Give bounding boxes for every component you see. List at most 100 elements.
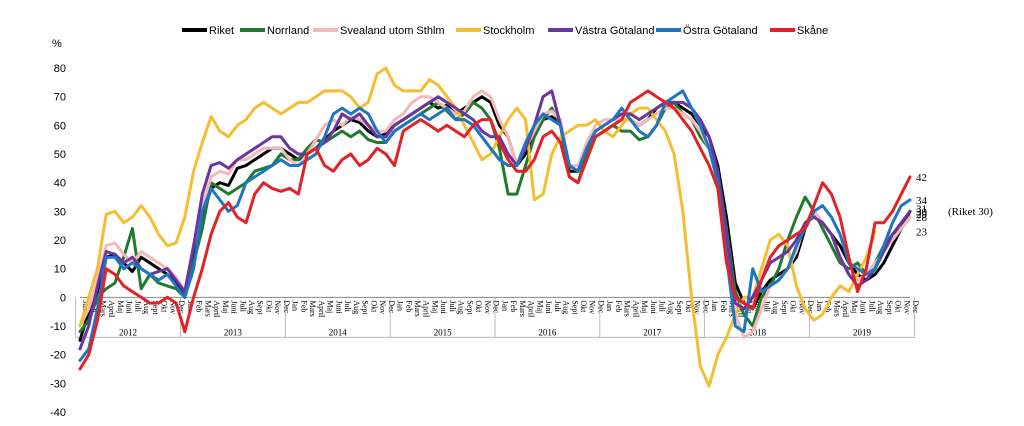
x-tick-label: Maj (221, 300, 230, 313)
x-tick-label: Sept (570, 300, 579, 315)
end-label: 31 (916, 203, 927, 215)
y-tick-label: 0 (60, 292, 66, 304)
x-tick-label: Mars (413, 300, 422, 316)
end-label: 30 (916, 206, 928, 218)
year-label: 2018 (748, 327, 767, 337)
x-tick-label: Jan (710, 300, 719, 311)
legend-label-0: Riket (209, 25, 234, 37)
x-tick-label: Nov (168, 300, 177, 314)
x-tick-label: Sept (885, 300, 894, 315)
year-label: 2017 (643, 327, 662, 337)
x-tick-label: Juli (762, 300, 771, 312)
y-unit-label: % (52, 38, 62, 50)
y-tick-label: 60 (54, 120, 66, 132)
year-label: 2016 (538, 327, 557, 337)
x-tick-label: Juli (238, 300, 247, 312)
year-label: 2014 (329, 327, 348, 337)
legend-label-5: Östra Götaland (683, 25, 758, 37)
x-tick-label: Jan (500, 300, 509, 311)
x-tick-label: Dec (387, 300, 396, 313)
x-tick-label: Juli (343, 300, 352, 312)
x-tick-label: April (841, 300, 850, 318)
end-label: 34 (916, 195, 928, 207)
x-tick-label: Maj (326, 300, 335, 313)
x-tick-label: Dec (282, 300, 291, 313)
x-tick-label: Okt (369, 300, 378, 313)
y-tick-label: -30 (50, 378, 66, 390)
x-tick-label: Feb (299, 300, 308, 312)
x-tick-label: Dec (911, 300, 920, 313)
legend-label-1: Norrland (267, 25, 309, 37)
x-tick-label: Nov (693, 300, 702, 314)
legend-label-3: Stockholm (483, 25, 534, 37)
x-tick-label: Nov (378, 300, 387, 314)
x-tick-label: Dec (806, 300, 815, 313)
series-line-4 (78, 89, 912, 351)
x-tick-label: Maj (850, 300, 859, 313)
end-label: 23 (916, 226, 928, 238)
series-line-5 (78, 89, 912, 362)
end-label: 42 (916, 172, 927, 184)
x-tick-label: April (212, 300, 221, 318)
series-line-0 (78, 95, 912, 342)
x-tick-label: Feb (614, 300, 623, 312)
x-tick-label: Aug (247, 300, 256, 314)
y-tick-label: 50 (54, 149, 66, 161)
x-tick-label: Jan (396, 300, 405, 311)
x-tick-label: Sept (151, 300, 160, 315)
x-tick-label: April (317, 300, 326, 318)
y-tick-label: 20 (54, 235, 66, 247)
x-tick-label: Okt (579, 300, 588, 313)
x-tick-label: Juli (133, 300, 142, 312)
series-line-6 (78, 89, 912, 371)
x-tick-label: Juni (649, 300, 658, 314)
y-tick-label: 10 (54, 264, 66, 276)
x-tick-label: Mars (832, 300, 841, 316)
y-tick-label: 70 (54, 92, 66, 104)
x-tick-label: Sept (256, 300, 265, 315)
x-tick-label: Juli (553, 300, 562, 312)
x-tick-label: Dec (177, 300, 186, 313)
x-tick-label: Nov (588, 300, 597, 314)
x-tick-label: Juni (859, 300, 868, 314)
x-tick-label: Okt (474, 300, 483, 313)
x-tick-label: Mars (308, 300, 317, 316)
x-tick-label: Sept (361, 300, 370, 315)
x-tick-label: Juli (448, 300, 457, 312)
x-tick-label: Juli (867, 300, 876, 312)
x-tick-label: Juni (439, 300, 448, 314)
x-tick-label: Okt (789, 300, 798, 313)
x-tick-label: Feb (404, 300, 413, 312)
legend-label-6: Skåne (797, 25, 828, 37)
x-tick-label: Juli (658, 300, 667, 312)
x-tick-label: Feb (719, 300, 728, 312)
x-tick-label: Dec (596, 300, 605, 313)
x-tick-label: Jan (815, 300, 824, 311)
series-lines (78, 66, 912, 388)
x-tick-label: Mars (203, 300, 212, 316)
legend-label-2: Svealand utom Sthlm (340, 25, 445, 37)
x-tick-label: Okt (894, 300, 903, 313)
x-tick-label: Aug (666, 300, 675, 314)
legend-label-4: Västra Götaland (575, 25, 655, 37)
x-tick-label: Mars (623, 300, 632, 316)
x-tick-label: Aug (562, 300, 571, 314)
legend: Riket Norrland Svealand utom Sthlm Stockhol… (182, 25, 828, 37)
x-tick-label: Feb (509, 300, 518, 312)
x-tick-label: Aug (457, 300, 466, 314)
x-tick-label: Okt (160, 300, 169, 313)
x-tick-label: Maj (535, 300, 544, 313)
x-tick-label: Aug (876, 300, 885, 314)
y-tick-label: -40 (50, 407, 66, 419)
x-tick-label: Maj (116, 300, 125, 313)
y-tick-label: -10 (50, 321, 66, 333)
x-tick-label: Dec (492, 300, 501, 313)
x-tick-label: Maj (430, 300, 439, 313)
x-tick-label: Sept (465, 300, 474, 315)
x-tick-label: Maj (640, 300, 649, 313)
x-tick-label: Nov (902, 300, 911, 314)
x-tick-label: Jan (291, 300, 300, 311)
riket-annotation: (Riket 30) (948, 206, 993, 218)
